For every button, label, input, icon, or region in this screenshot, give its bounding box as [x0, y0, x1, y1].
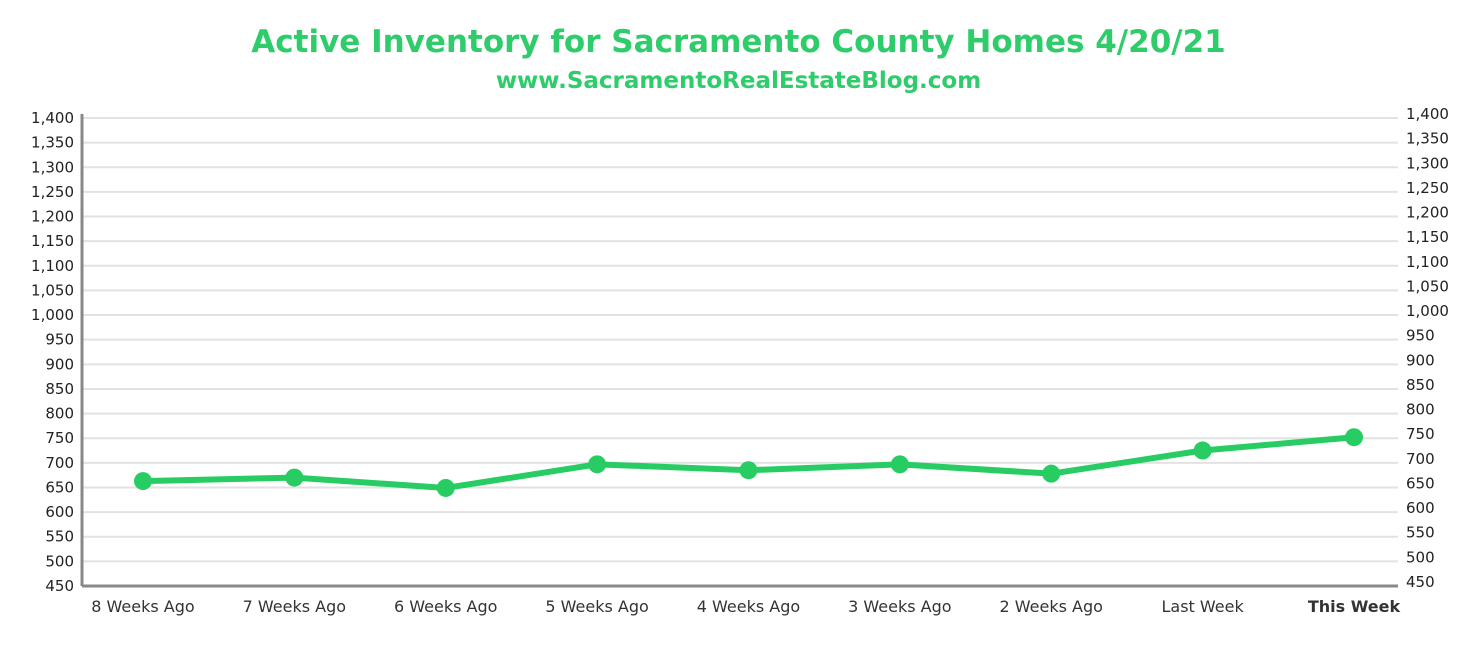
- y-tick-left: 500: [45, 552, 74, 570]
- y-tick-right: 600: [1406, 499, 1435, 517]
- y-tick-left: 550: [45, 528, 74, 546]
- y-tick-left: 1,200: [31, 208, 74, 226]
- data-point: [890, 455, 909, 474]
- x-tick-label: 8 Weeks Ago: [91, 597, 194, 616]
- y-tick-right: 850: [1406, 376, 1435, 394]
- y-tick-right: 550: [1406, 524, 1435, 542]
- y-tick-right: 1,300: [1406, 154, 1449, 172]
- y-tick-right: 900: [1406, 351, 1435, 369]
- chart-title: Active Inventory for Sacramento County H…: [251, 24, 1226, 60]
- y-tick-right: 450: [1406, 573, 1435, 591]
- chart-subtitle: www.SacramentoRealEstateBlog.com: [495, 68, 982, 94]
- x-tick-label: Last Week: [1162, 597, 1245, 616]
- y-tick-right: 1,050: [1406, 277, 1449, 295]
- y-tick-left: 950: [45, 331, 74, 349]
- data-point: [134, 472, 152, 491]
- y-tick-left: 1,300: [31, 158, 74, 176]
- y-tick-left: 1,100: [31, 257, 74, 275]
- y-tick-right: 650: [1406, 474, 1435, 492]
- y-tick-left: 1,350: [31, 134, 74, 152]
- x-tick-label: This Week: [1308, 597, 1401, 616]
- data-point: [1042, 464, 1061, 483]
- y-tick-right: 1,000: [1406, 302, 1449, 320]
- x-tick-label: 5 Weeks Ago: [545, 597, 648, 616]
- data-point: [1345, 428, 1363, 447]
- y-tick-right: 800: [1406, 401, 1435, 419]
- y-tick-right: 1,100: [1406, 253, 1449, 271]
- y-tick-right: 950: [1406, 327, 1435, 345]
- data-point: [739, 461, 758, 480]
- y-tick-left: 1,000: [31, 306, 74, 324]
- y-tick-left: 1,050: [31, 281, 74, 299]
- y-tick-left: 750: [45, 429, 74, 447]
- x-tick-label: 2 Weeks Ago: [1000, 597, 1103, 616]
- data-point: [588, 455, 607, 474]
- data-point: [436, 478, 455, 497]
- y-tick-left: 450: [45, 577, 74, 595]
- y-tick-right: 700: [1406, 450, 1435, 468]
- y-tick-right: 1,150: [1406, 228, 1449, 246]
- y-tick-left: 1,250: [31, 183, 74, 201]
- x-tick-label: 7 Weeks Ago: [243, 597, 346, 616]
- y-tick-left: 1,400: [31, 109, 74, 127]
- y-tick-left: 600: [45, 503, 74, 521]
- y-tick-right: 500: [1406, 548, 1435, 566]
- y-tick-left: 850: [45, 380, 74, 398]
- data-point: [285, 468, 304, 487]
- y-tick-right: 750: [1406, 425, 1435, 443]
- x-tick-label: 4 Weeks Ago: [697, 597, 800, 616]
- y-tick-right: 1,400: [1406, 105, 1449, 123]
- y-tick-left: 1,150: [31, 232, 74, 250]
- x-tick-label: 6 Weeks Ago: [394, 597, 497, 616]
- y-tick-right: 1,250: [1406, 179, 1449, 197]
- y-tick-left: 800: [45, 405, 74, 423]
- y-tick-left: 900: [45, 355, 74, 373]
- y-tick-right: 1,350: [1406, 130, 1449, 148]
- y-tick-right: 1,200: [1406, 204, 1449, 222]
- x-tick-label: 3 Weeks Ago: [848, 597, 951, 616]
- y-tick-left: 650: [45, 478, 74, 496]
- data-point: [1193, 441, 1212, 460]
- y-tick-left: 700: [45, 454, 74, 472]
